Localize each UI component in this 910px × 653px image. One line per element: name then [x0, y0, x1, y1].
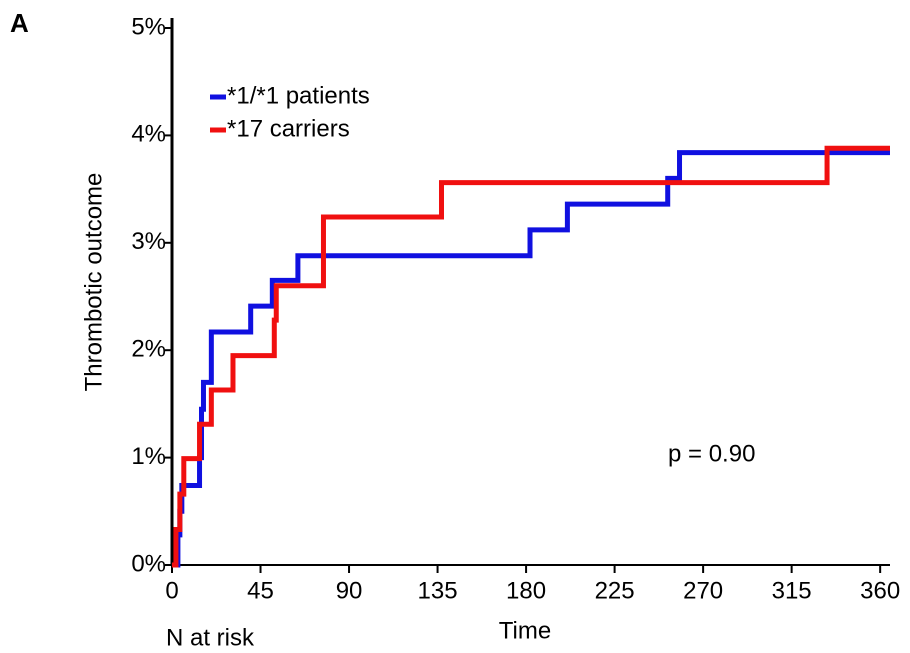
- x-tick-label: 360: [860, 577, 900, 604]
- x-tick-label: 225: [595, 577, 635, 604]
- panel-label: A: [10, 8, 29, 38]
- x-tick-label: 90: [336, 577, 363, 604]
- x-tick-label: 135: [418, 577, 458, 604]
- x-tick-label: 315: [772, 577, 812, 604]
- legend-label: *17 carriers: [227, 115, 350, 142]
- km-curve: [172, 150, 890, 568]
- x-tick-label: 0: [165, 577, 178, 604]
- y-axis-label: Thrombotic outcome: [80, 173, 107, 392]
- legend-label: *1/*1 patients: [227, 82, 370, 109]
- y-tick-label: 2%: [131, 336, 166, 363]
- y-tick-label: 3%: [131, 228, 166, 255]
- x-tick-label: 45: [247, 577, 274, 604]
- x-axis-label: Time: [499, 617, 551, 644]
- x-tick-label: 180: [506, 577, 546, 604]
- y-tick-label: 4%: [131, 121, 166, 148]
- y-tick-label: 0%: [131, 550, 166, 577]
- y-tick-label: 1%: [131, 443, 166, 470]
- km-curve: [172, 145, 890, 568]
- n-at-risk: N at risk: [166, 624, 255, 651]
- y-tick-label: 5%: [131, 13, 166, 40]
- x-tick-label: 270: [683, 577, 723, 604]
- p-value: p = 0.90: [668, 440, 755, 467]
